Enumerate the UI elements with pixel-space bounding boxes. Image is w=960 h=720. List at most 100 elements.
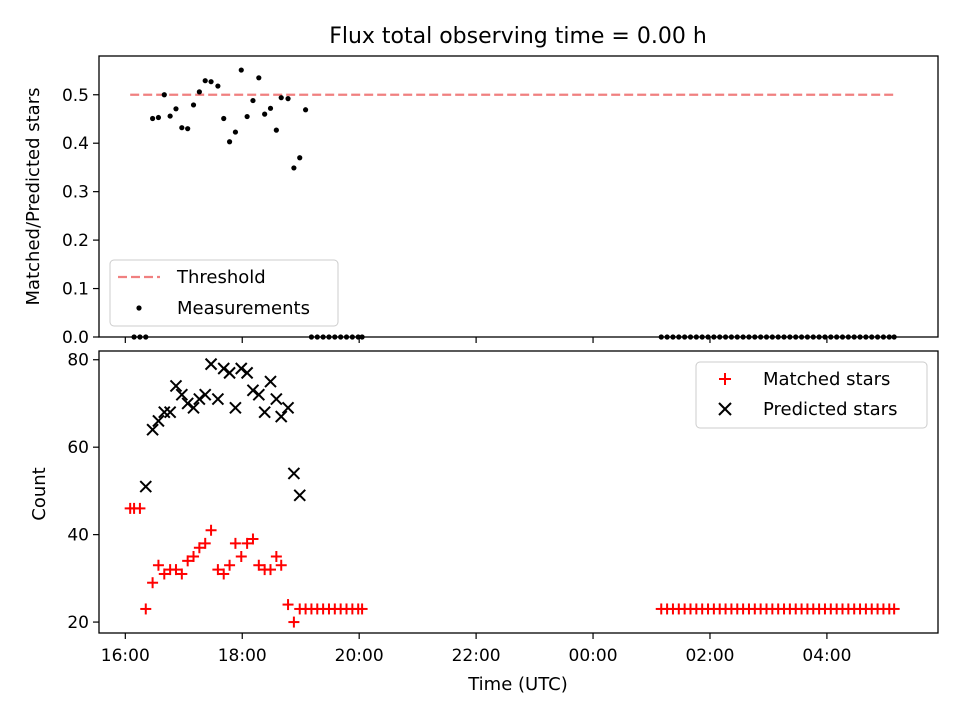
legend-threshold-label: Threshold (176, 267, 266, 288)
top-y-tick-label: 0.2 (62, 231, 89, 251)
legend-predicted-label: Predicted stars (763, 399, 897, 420)
x-tick-label: 04:00 (802, 646, 851, 666)
measurement-point (273, 127, 279, 133)
top-y-tick-label: 0.0 (62, 328, 89, 348)
bottom-x-axis: 16:00 18:00 20:00 22:00 00:00 02:00 04:00 (101, 633, 851, 666)
matched-star-point (147, 577, 159, 589)
bottom-y-tick-label: 20 (67, 613, 89, 633)
predicted-star-point (169, 379, 183, 393)
top-x-ticks (124, 337, 828, 343)
matched-star-point (134, 502, 146, 514)
predicted-star-point (264, 375, 277, 388)
x-tick-label: 00:00 (569, 646, 618, 666)
matched-star-point (247, 533, 259, 545)
matched-star-point (205, 524, 217, 536)
legend-measurements-label: Measurements (177, 298, 310, 319)
matched-star-point (270, 550, 282, 562)
matched-star-point (282, 599, 294, 611)
matched-star-point (212, 564, 224, 576)
matched-star-point (288, 616, 300, 628)
matched-star-point (356, 603, 368, 615)
matched-star-point (241, 537, 253, 549)
matched-star-point (188, 550, 200, 562)
predicted-star-point (152, 414, 165, 428)
predicted-star-point (270, 392, 283, 406)
predicted-star-point (181, 397, 194, 410)
measurement-point (285, 96, 291, 102)
predicted-star-point (258, 406, 271, 419)
predicted-star-point (287, 467, 301, 480)
predicted-star-point (240, 366, 254, 380)
measurement-point (291, 165, 297, 171)
top-legend: Threshold Measurements (109, 259, 339, 327)
predicted-star-point (229, 401, 242, 415)
measurement-point (226, 139, 233, 145)
top-y-tick-label: 0.1 (62, 280, 89, 300)
matched-star-point (253, 559, 265, 571)
matched-star-point (170, 564, 182, 576)
x-tick-label: 20:00 (335, 646, 384, 666)
predicted-star-point (175, 388, 189, 401)
measurement-point (256, 75, 262, 81)
matched-star-point (224, 559, 236, 571)
measurement-point (190, 102, 197, 108)
matched-star-point (235, 550, 247, 562)
legend-measurements-swatch (136, 305, 142, 311)
x-tick-label: 02:00 (685, 646, 734, 666)
bottom-axes-frame (98, 350, 939, 634)
legend-predicted-swatch (718, 402, 732, 416)
top-y-tick-label: 0.5 (62, 86, 89, 106)
matched-star-point (193, 542, 205, 554)
measurement-point (238, 67, 244, 73)
bottom-y-tick-label: 40 (67, 526, 89, 546)
bottom-legend-box (695, 361, 928, 429)
measurement-point (161, 92, 167, 98)
predicted-star-point (252, 388, 266, 401)
top-panel: 0.0 0.1 0.2 0.3 0.4 0.5 Matched/Predicted sta… (23, 55, 939, 348)
measurement-point (215, 83, 221, 89)
top-y-axis: 0.0 0.1 0.2 0.3 0.4 0.5 (62, 86, 99, 348)
bottom-y-axis: 20 40 60 80 (67, 351, 99, 633)
matched-star-point (182, 555, 194, 567)
x-tick-label: 16:00 (101, 646, 150, 666)
measurement-point (250, 97, 256, 104)
matched-star-point (158, 568, 170, 580)
x-axis-label: Time (UTC) (467, 674, 568, 695)
top-y-axis-label: Matched/Predicted stars (23, 88, 44, 306)
bottom-panel: 20 40 60 80 16:00 18:00 20:00 22:00 00:00 02:00 0… (29, 350, 939, 695)
matched-star-point (218, 568, 230, 580)
predicted-star-point (293, 489, 306, 502)
predicted-star-point (211, 392, 225, 406)
top-axes-frame (98, 55, 939, 338)
measurement-point (155, 114, 162, 121)
top-y-tick-label: 0.3 (62, 183, 89, 203)
measurement-point (221, 115, 227, 122)
predicted-star-point (139, 480, 152, 493)
matched-star-point (229, 537, 241, 549)
figure-title: Flux total observing time = 0.00 h (329, 24, 707, 49)
top-y-tick-label: 0.4 (62, 134, 89, 154)
predicted-star-point (163, 406, 177, 419)
measurement-point (179, 125, 185, 131)
predicted-star-point (158, 406, 171, 419)
bottom-y-tick-label: 80 (67, 351, 89, 371)
measurement-point (149, 115, 156, 122)
predicted-star-point (199, 388, 212, 401)
measurement-point (232, 129, 239, 135)
predicted-star-point (204, 357, 218, 371)
top-legend-box (109, 259, 339, 327)
measurement-point (208, 79, 214, 85)
matched-star-point (176, 568, 188, 580)
measurement-point (173, 106, 179, 112)
matched-star-point (888, 603, 900, 615)
predicted-star-point (223, 366, 236, 380)
x-tick-label: 22:00 (452, 646, 501, 666)
measurement-point (196, 89, 202, 95)
predicted-star-point (193, 392, 206, 406)
measurement-point (202, 78, 208, 84)
legend-matched-label: Matched stars (763, 369, 890, 390)
measurement-point (302, 107, 309, 113)
matched-star-point (140, 603, 152, 615)
matched-star-point (275, 559, 287, 571)
measurement-point (167, 113, 173, 119)
